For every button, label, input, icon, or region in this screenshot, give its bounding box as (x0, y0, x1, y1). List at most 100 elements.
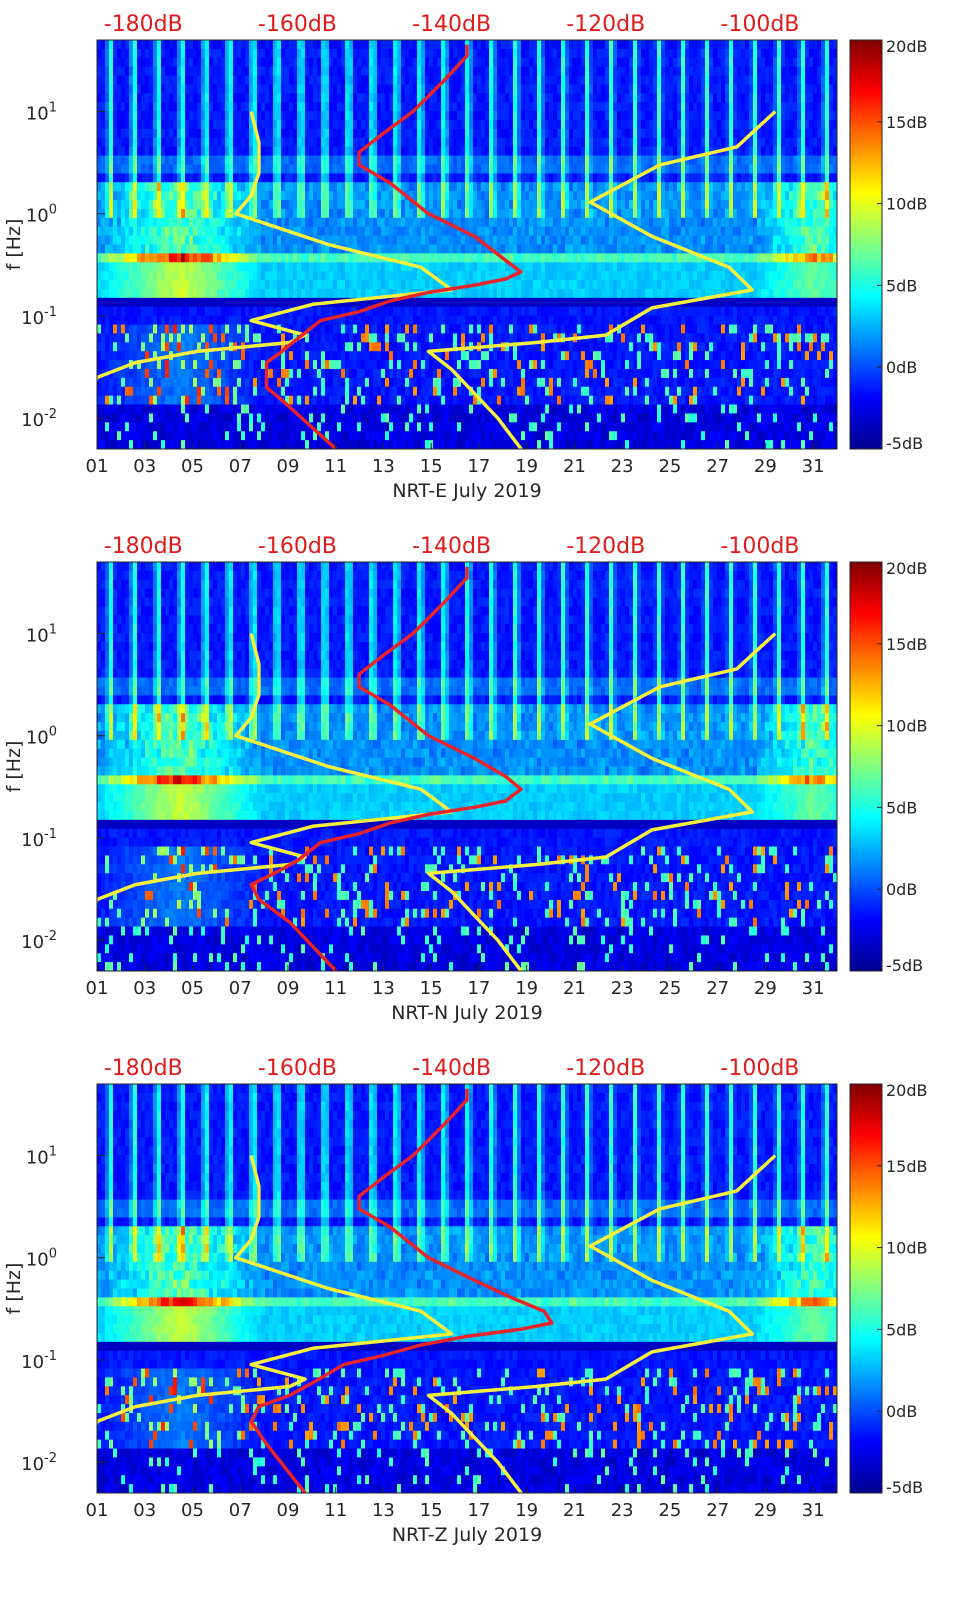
colorbar (850, 40, 882, 449)
colorbar-tick-label: 20dB (886, 37, 928, 56)
top-db-tick-label: -100dB (720, 534, 799, 559)
colorbar-tick-label: 5dB (886, 798, 917, 817)
y-tick-label: 101 (26, 100, 57, 124)
colorbar (850, 562, 882, 971)
x-tick-label: 13 (372, 456, 395, 477)
x-axis-label: NRT-N July 2019 (391, 1002, 543, 1024)
x-tick-label: 25 (658, 1500, 681, 1521)
y-tick-label: 10-1 (21, 1349, 57, 1373)
panel-nrt-n: 01 03 05 07 09 11 13 15 17 19 21 23 25 27 29 31 NRT-N Ju… (3, 534, 928, 1024)
x-tick-label: 13 (372, 1500, 395, 1521)
x-tick-label: 23 (611, 456, 634, 477)
x-tick-label: 27 (706, 456, 729, 477)
top-db-tick-label: -180dB (104, 1056, 183, 1081)
top-db-tick-label: -160dB (258, 1056, 337, 1081)
x-axis-label: NRT-E July 2019 (392, 480, 541, 502)
x-tick-label: 17 (467, 456, 490, 477)
top-db-tick-label: -160dB (258, 534, 337, 559)
y-axis-label: f [Hz] (3, 741, 25, 793)
top-db-tick-label: -120dB (566, 1056, 645, 1081)
top-db-tick-label: -180dB (104, 534, 183, 559)
x-tick-label: 11 (324, 1500, 347, 1521)
y-tick-label: 101 (26, 622, 57, 646)
top-db-tick-label: -120dB (566, 12, 645, 37)
x-tick-label: 31 (802, 978, 825, 999)
x-tick-label: 05 (181, 1500, 204, 1521)
y-tick-label: 100 (26, 203, 57, 227)
x-tick-label: 01 (86, 1500, 109, 1521)
x-tick-label: 29 (754, 1500, 777, 1521)
x-tick-label: 27 (706, 978, 729, 999)
colorbar-tick-label: 10dB (886, 195, 928, 214)
top-db-tick-label: -140dB (412, 1056, 491, 1081)
x-tick-label: 09 (277, 1500, 300, 1521)
x-tick-label: 19 (515, 456, 538, 477)
top-db-tick-label: -140dB (412, 12, 491, 37)
x-tick-label: 23 (611, 1500, 634, 1521)
x-tick-label: 03 (133, 1500, 156, 1521)
x-tick-label: 29 (754, 978, 777, 999)
x-tick-label: 31 (802, 1500, 825, 1521)
colorbar-tick-label: 10dB (886, 717, 928, 736)
top-db-tick-label: -160dB (258, 12, 337, 37)
x-tick-label: 27 (706, 1500, 729, 1521)
y-tick-label: 10-2 (21, 407, 57, 431)
x-tick-label: 19 (515, 978, 538, 999)
colorbar-tick-label: 10dB (886, 1239, 928, 1258)
x-tick-label: 01 (86, 456, 109, 477)
x-tick-label: 05 (181, 456, 204, 477)
y-tick-label: 101 (26, 1144, 57, 1168)
colorbar-tick-label: 15dB (886, 113, 928, 132)
colorbar-tick-label: -5dB (886, 956, 923, 975)
x-tick-label: 25 (658, 456, 681, 477)
x-tick-label: 21 (563, 978, 586, 999)
y-axis-label: f [Hz] (3, 1263, 25, 1315)
x-tick-label: 07 (229, 978, 252, 999)
colorbar-tick-label: 0dB (886, 880, 917, 899)
colorbar-tick-label: -5dB (886, 434, 923, 453)
x-tick-label: 07 (229, 1500, 252, 1521)
panel-nrt-z: 01 03 05 07 09 11 13 15 17 19 21 23 25 27 29 31 NRT-Z Ju… (3, 1056, 928, 1546)
y-tick-label: 100 (26, 1247, 57, 1271)
x-tick-label: 03 (133, 978, 156, 999)
y-tick-label: 10-2 (21, 1451, 57, 1475)
top-db-tick-label: -100dB (720, 1056, 799, 1081)
colorbar-tick-label: -5dB (886, 1478, 923, 1497)
x-tick-label: 11 (324, 456, 347, 477)
x-tick-label: 13 (372, 978, 395, 999)
x-tick-label: 25 (658, 978, 681, 999)
x-tick-label: 09 (277, 456, 300, 477)
x-tick-label: 19 (515, 1500, 538, 1521)
x-tick-label: 17 (467, 1500, 490, 1521)
x-tick-label: 15 (420, 456, 443, 477)
colorbar (850, 1084, 882, 1493)
x-tick-label: 01 (86, 978, 109, 999)
colorbar-tick-label: 5dB (886, 1320, 917, 1339)
x-tick-label: 07 (229, 456, 252, 477)
y-tick-label: 100 (26, 725, 57, 749)
y-axis-label: f [Hz] (3, 219, 25, 271)
x-tick-label: 09 (277, 978, 300, 999)
colorbar-tick-label: 15dB (886, 1157, 928, 1176)
x-tick-label: 23 (611, 978, 634, 999)
x-axis-label: NRT-Z July 2019 (392, 1524, 542, 1546)
x-tick-label: 15 (420, 1500, 443, 1521)
top-db-tick-label: -120dB (566, 534, 645, 559)
colorbar-tick-label: 0dB (886, 1402, 917, 1421)
colorbar-tick-label: 0dB (886, 358, 917, 377)
x-tick-label: 21 (563, 456, 586, 477)
x-tick-label: 03 (133, 456, 156, 477)
x-tick-label: 11 (324, 978, 347, 999)
colorbar-tick-label: 15dB (886, 635, 928, 654)
x-tick-label: 31 (802, 456, 825, 477)
x-tick-label: 17 (467, 978, 490, 999)
x-tick-label: 05 (181, 978, 204, 999)
y-tick-label: 10-1 (21, 827, 57, 851)
top-db-tick-label: -180dB (104, 12, 183, 37)
y-tick-label: 10-1 (21, 305, 57, 329)
colorbar-tick-label: 20dB (886, 1081, 928, 1100)
x-tick-label: 15 (420, 978, 443, 999)
x-tick-label: 21 (563, 1500, 586, 1521)
